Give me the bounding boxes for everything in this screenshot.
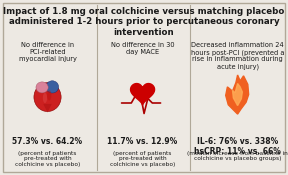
Ellipse shape xyxy=(47,90,51,100)
Text: No difference in
PCI-related
myocardial injury: No difference in PCI-related myocardial … xyxy=(19,42,76,62)
Ellipse shape xyxy=(46,81,59,93)
Polygon shape xyxy=(130,83,155,105)
Ellipse shape xyxy=(36,82,48,93)
Polygon shape xyxy=(43,104,52,112)
Text: 11.7% vs. 12.9%: 11.7% vs. 12.9% xyxy=(107,136,178,145)
Text: No difference in 30
day MACE: No difference in 30 day MACE xyxy=(111,42,174,55)
Text: Impact of 1.8 mg oral colchicine versus matching placebo
administered 1-2 hours : Impact of 1.8 mg oral colchicine versus … xyxy=(3,7,285,37)
Text: Decreased inflammation 24
hours post-PCI (prevented a
rise in inflammation durin: Decreased inflammation 24 hours post-PCI… xyxy=(191,42,284,70)
Text: 57.3% vs. 64.2%: 57.3% vs. 64.2% xyxy=(12,136,83,145)
Ellipse shape xyxy=(43,93,47,103)
Text: IL-6: 76% vs. 338%
hsCRP: 11% vs. 66%: IL-6: 76% vs. 338% hsCRP: 11% vs. 66% xyxy=(194,136,281,156)
Polygon shape xyxy=(232,83,242,106)
FancyBboxPatch shape xyxy=(3,3,285,172)
Text: (median increase from baseline in
colchicine vs placebo groups): (median increase from baseline in colchi… xyxy=(187,150,288,161)
Polygon shape xyxy=(226,75,249,114)
Text: (percent of patients
pre-treated with
colchicine vs placebo): (percent of patients pre-treated with co… xyxy=(110,150,175,167)
Text: (percent of patients
pre-treated with
colchicine vs placebo): (percent of patients pre-treated with co… xyxy=(15,150,80,167)
Ellipse shape xyxy=(34,83,61,111)
